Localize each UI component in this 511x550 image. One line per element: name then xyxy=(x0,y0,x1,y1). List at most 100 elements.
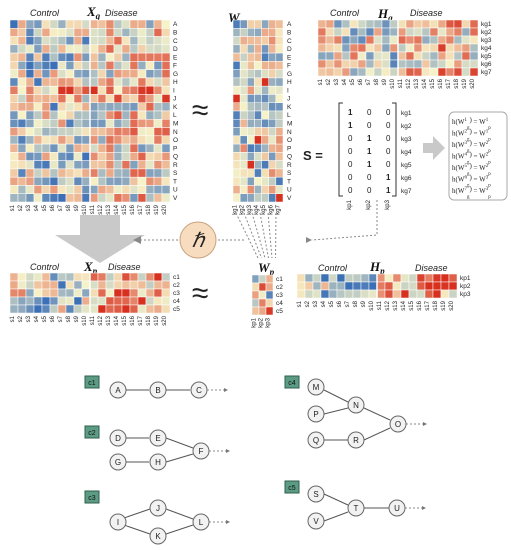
xg-cell xyxy=(9,36,19,46)
wg-cell xyxy=(275,135,284,145)
hg-cell xyxy=(373,51,383,61)
xg-cell xyxy=(161,61,171,70)
xp-col-label: s9 xyxy=(74,315,80,322)
xg-cell xyxy=(81,143,91,153)
xg-cell xyxy=(161,36,171,46)
xg-cell xyxy=(25,94,35,103)
wg-cell xyxy=(268,110,277,120)
xp-col-label: s6 xyxy=(50,315,56,322)
xg-cell xyxy=(129,69,139,79)
hp-cell xyxy=(328,273,338,283)
hg-cell xyxy=(461,27,471,37)
xp-cell xyxy=(137,272,147,282)
hg-cell xyxy=(421,27,431,37)
wg-cell xyxy=(239,135,248,145)
wg-cell xyxy=(254,61,262,70)
node-T: T xyxy=(347,499,365,517)
xp-col-label: s15 xyxy=(122,315,128,325)
hg-cell xyxy=(333,67,343,77)
hg-cell xyxy=(429,67,439,77)
xg-cell xyxy=(17,152,27,161)
hg-cell xyxy=(317,67,327,77)
xg-cell xyxy=(65,143,75,153)
xg-cell xyxy=(49,135,59,145)
xg-cell xyxy=(49,28,59,37)
wg-cell xyxy=(268,143,277,153)
xg-row-label: T xyxy=(173,178,177,185)
wg-cell xyxy=(268,69,277,79)
xp-cell xyxy=(81,304,91,314)
hg-cell xyxy=(365,67,375,77)
s-row-label: kg6 xyxy=(401,175,412,182)
hg-cell xyxy=(381,27,391,37)
hg-cell xyxy=(405,51,415,61)
xg-cell xyxy=(41,52,51,62)
hp-col-label: s12 xyxy=(385,300,391,310)
hp-cell xyxy=(376,281,386,291)
hp-col-label: s14 xyxy=(401,300,407,310)
xg-cell xyxy=(153,52,163,62)
wg-cell xyxy=(254,28,262,37)
xg-cell xyxy=(121,77,131,87)
xg-cell xyxy=(161,143,171,153)
cluster-tag-c5: c5 xyxy=(284,480,300,494)
cluster-tag-label: c2 xyxy=(88,430,96,437)
xg-cell xyxy=(33,168,43,178)
xg-cell xyxy=(17,110,27,120)
hg-cell xyxy=(461,35,471,45)
xg-cell xyxy=(73,119,83,128)
cluster-tag-box xyxy=(284,375,300,389)
xg-cell xyxy=(89,110,99,120)
node-P: P xyxy=(307,405,325,423)
hp-col-label: s2 xyxy=(305,300,311,307)
xp-col-label: s14 xyxy=(114,315,120,325)
xg-col-label: s8 xyxy=(66,204,72,211)
hg-cell xyxy=(381,51,391,61)
wp-cell xyxy=(265,274,274,284)
xp-cell xyxy=(17,288,27,298)
hg-cell xyxy=(365,27,375,37)
wg-cell xyxy=(239,94,248,103)
hg-cell xyxy=(373,59,383,69)
wg-cells xyxy=(232,19,284,203)
xg-cell xyxy=(65,127,75,137)
hp-cell xyxy=(320,289,330,299)
node-label: G xyxy=(115,458,121,467)
xp-cell xyxy=(161,296,171,306)
hg-col-label: s5 xyxy=(350,78,356,85)
xp-cell xyxy=(137,296,147,306)
xp-col-label: s7 xyxy=(58,315,64,322)
xp-cell xyxy=(153,280,163,290)
xg-cell xyxy=(49,36,59,46)
xg-cell xyxy=(97,28,107,37)
xg-cell xyxy=(129,44,139,54)
xp-cell xyxy=(25,296,35,306)
xg-cell xyxy=(105,176,115,186)
xg-cell xyxy=(121,160,131,170)
xg-cell xyxy=(41,94,51,103)
hg-cell xyxy=(341,51,351,61)
xg-cell xyxy=(153,44,163,54)
s-value: 0 xyxy=(386,160,391,169)
xg-cell xyxy=(57,119,67,128)
xg-cell xyxy=(129,135,139,145)
s-value: 0 xyxy=(367,173,372,182)
hg-cell xyxy=(405,59,415,69)
xg-cell xyxy=(89,94,99,103)
xg-cell xyxy=(161,110,171,120)
xp-cell xyxy=(17,296,27,306)
xg-cell xyxy=(113,52,123,62)
wg-cell xyxy=(247,77,255,87)
xp-cell xyxy=(9,304,19,314)
xg-cell xyxy=(25,102,35,112)
hg-cell xyxy=(373,43,383,53)
xp-cell xyxy=(121,296,131,306)
xp-row-label: c1 xyxy=(173,274,180,281)
hg-col-label: s3 xyxy=(334,78,340,85)
node-label: D xyxy=(115,434,121,443)
xg-col-label: s11 xyxy=(90,204,96,214)
s-value: 0 xyxy=(367,108,372,117)
wg-cell xyxy=(261,185,269,194)
xg-cell xyxy=(89,69,99,79)
xg-cell xyxy=(89,28,99,37)
